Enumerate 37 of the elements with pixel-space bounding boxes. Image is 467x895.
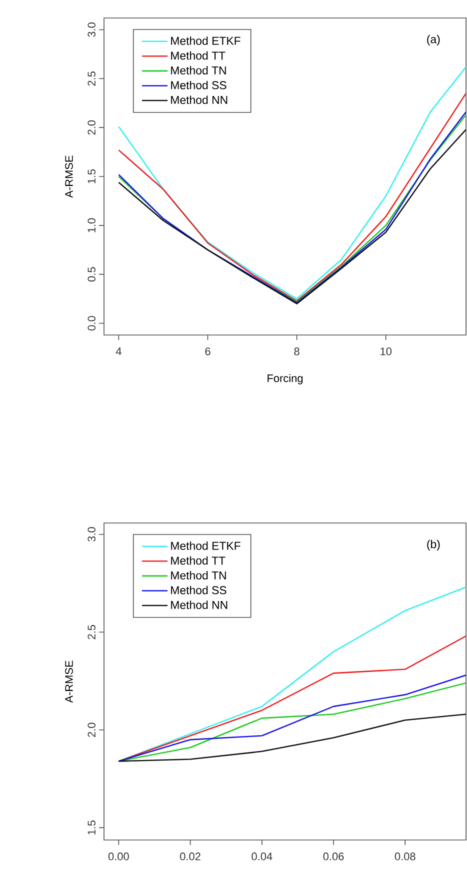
y-tick-label: 2.5: [88, 72, 96, 86]
y-tick-label: 2.0: [88, 120, 96, 135]
x-tick-label: 0.04: [252, 852, 272, 860]
y-tick-label: 1.5: [88, 169, 96, 184]
x-tick-label: 0.00: [108, 852, 129, 860]
y-tick-label: 0.5: [88, 267, 96, 282]
legend-label: Method ETKF: [171, 541, 240, 550]
y-tick-label: 3.0: [88, 22, 96, 37]
y-tick-label: 3.0: [88, 527, 96, 542]
legend-label: Method TN: [171, 571, 226, 580]
legend-label: Method SS: [171, 80, 226, 90]
x-tick-label: 10: [380, 348, 392, 356]
legend-label: Method ETKF: [171, 36, 240, 45]
legend-label: Method TT: [171, 51, 226, 60]
x-tick-label: 6: [205, 348, 210, 356]
line-series: [118, 714, 466, 762]
legend-label: Method NN: [171, 96, 228, 104]
x-axis-title: Forcing: [268, 374, 303, 384]
y-axis-title: A-RMSE: [65, 156, 73, 198]
x-tick-label: 0.06: [323, 852, 344, 860]
legend-label: Method TN: [171, 66, 226, 74]
x-tick-label: 4: [116, 348, 122, 356]
annotation: (a): [427, 34, 440, 46]
y-axis-title: A-RMSE: [65, 660, 73, 703]
annotation: (b): [427, 540, 440, 551]
legend-label: Method NN: [171, 600, 228, 610]
y-tick-label: 2.5: [88, 624, 96, 640]
y-tick-label: 0.0: [88, 316, 96, 330]
line-series: [118, 586, 466, 762]
y-tick-label: 2.0: [88, 722, 96, 737]
legend-label: Method SS: [171, 586, 226, 594]
x-tick-label: 0.08: [394, 852, 416, 860]
x-tick-label: 8: [294, 348, 300, 356]
y-tick-label: 1.5: [88, 820, 96, 834]
y-tick-label: 1.0: [88, 218, 96, 232]
legend-label: Method TT: [171, 556, 226, 565]
x-tick-label: 0.02: [180, 852, 200, 860]
